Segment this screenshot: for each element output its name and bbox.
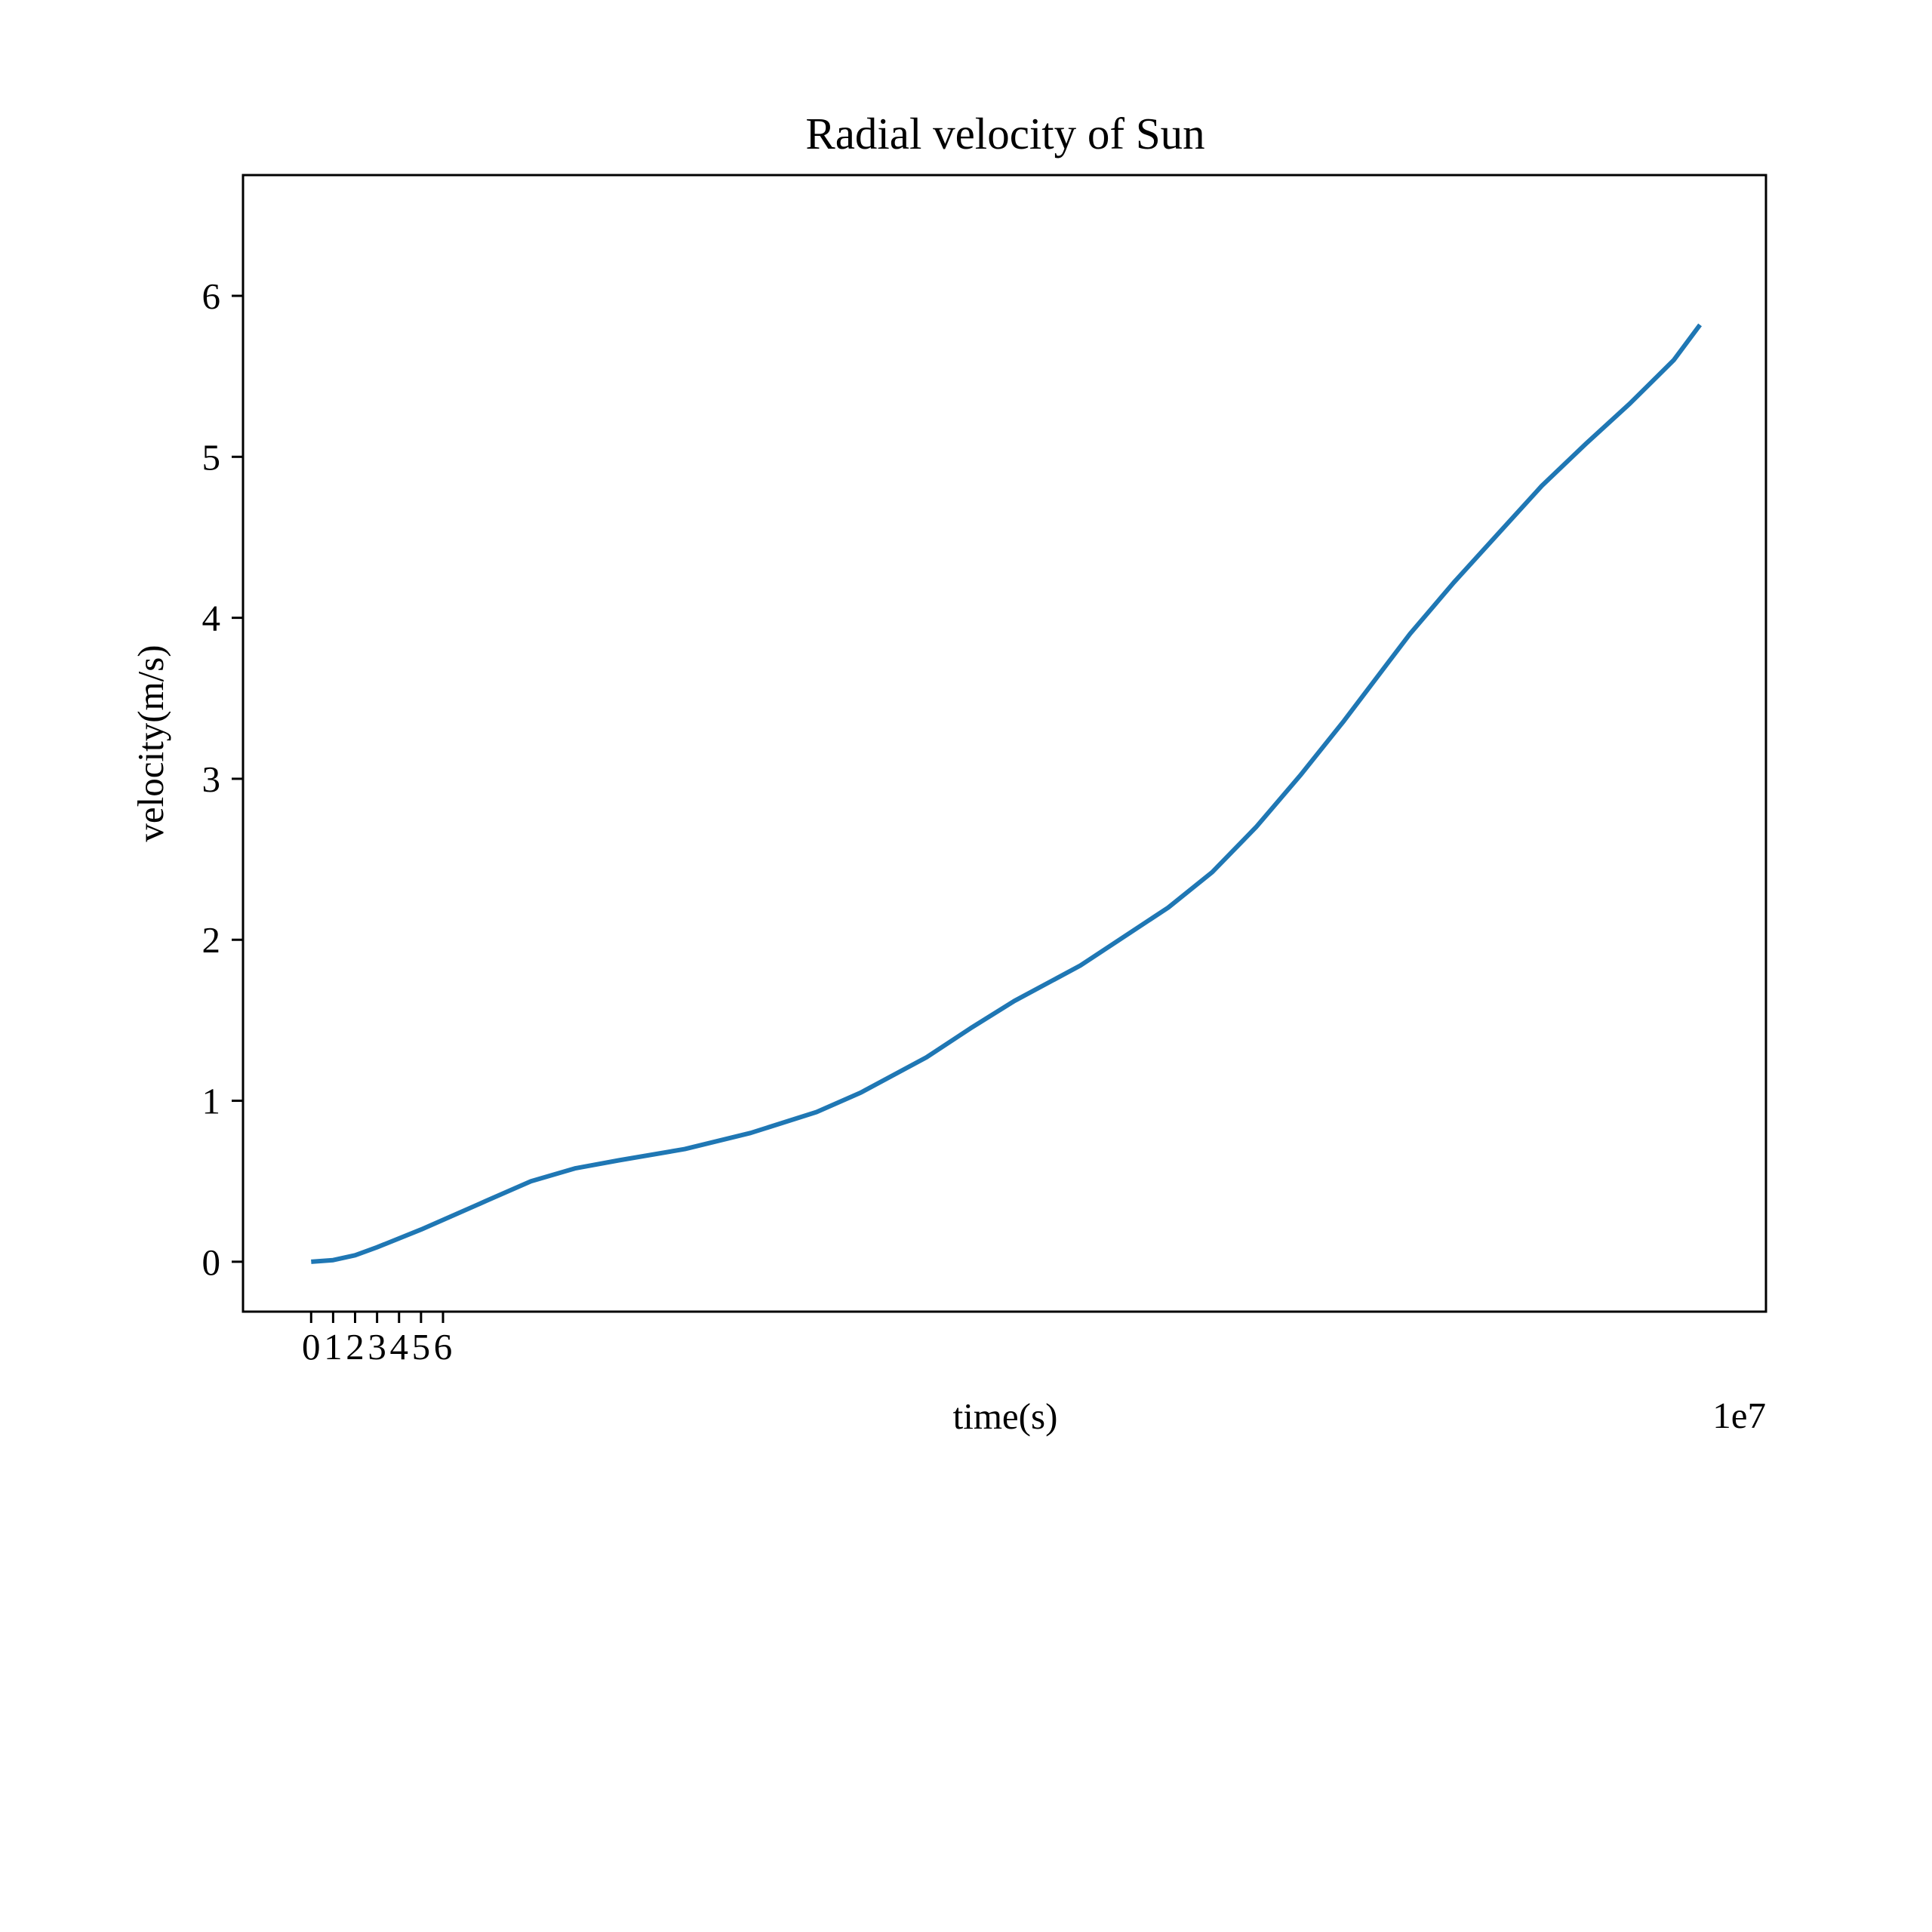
y-tick-label: 4 <box>202 598 221 639</box>
y-axis-label: velocity(m/s) <box>130 645 171 841</box>
series-line-0 <box>311 323 1703 1264</box>
x-tick-label: 1 <box>324 1326 343 1367</box>
y-axis-ticks: 0 1 2 3 4 5 6 <box>202 275 243 1283</box>
x-axis-offset-label: 1e7 <box>1712 1395 1766 1436</box>
x-axis-label: time(s) <box>953 1395 1058 1437</box>
x-tick-label: 4 <box>390 1326 409 1367</box>
x-tick-label: 0 <box>302 1326 321 1367</box>
x-tick-label: 6 <box>434 1326 453 1367</box>
y-tick-label: 0 <box>202 1241 221 1283</box>
x-tick-label: 5 <box>412 1326 431 1367</box>
y-tick-label: 3 <box>202 758 221 800</box>
x-tick-label: 2 <box>346 1326 365 1367</box>
plot-area <box>311 323 1703 1264</box>
y-tick-label: 5 <box>202 436 221 478</box>
y-tick-label: 6 <box>202 275 221 317</box>
y-tick-label: 2 <box>202 919 221 961</box>
chart-title: Radial velocity of Sun <box>805 109 1204 158</box>
axes-frame <box>242 174 1767 1313</box>
y-tick-label: 1 <box>202 1081 221 1122</box>
x-tick-label: 3 <box>368 1326 386 1367</box>
